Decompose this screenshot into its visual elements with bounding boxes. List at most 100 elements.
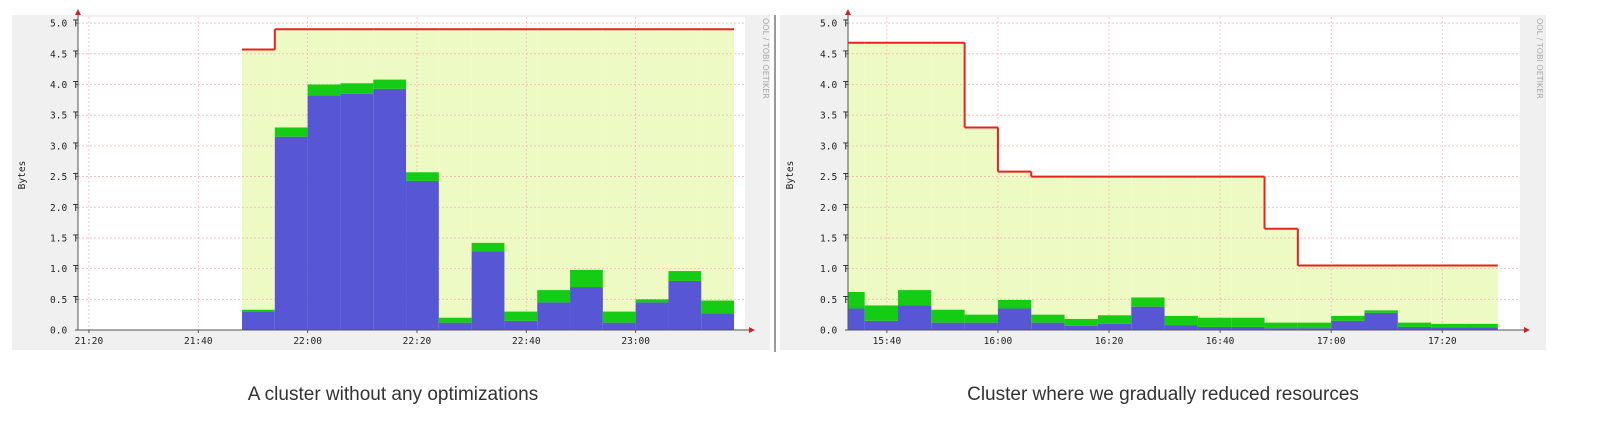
stacked-segment xyxy=(668,280,702,330)
caption: Cluster where we gradually reduced resou… xyxy=(967,384,1359,405)
y-tick-label: 5.0 T xyxy=(820,19,849,30)
x-tick-label: 22:40 xyxy=(512,336,541,347)
stacked-segment xyxy=(570,269,603,288)
y-tick-label: 2.0 T xyxy=(50,203,79,214)
stacked-segment xyxy=(864,305,898,321)
stacked-segment xyxy=(1264,322,1298,329)
x-tick-label: 16:40 xyxy=(1206,336,1235,347)
stacked-segment xyxy=(1064,325,1098,330)
capacity-area xyxy=(635,29,669,331)
axis-arrow xyxy=(75,9,81,15)
stacked-segment xyxy=(537,302,571,330)
y-tick-label: 3.0 T xyxy=(50,141,79,152)
stacked-segment xyxy=(1364,310,1398,313)
capacity-area xyxy=(1064,176,1098,330)
stacked-segment xyxy=(1231,326,1265,330)
capacity-area xyxy=(701,29,735,331)
y-tick-label: 5.0 T xyxy=(50,19,79,30)
stacked-segment xyxy=(1364,312,1398,330)
stacked-segment xyxy=(964,314,998,323)
stacked-segment xyxy=(1464,323,1498,328)
stacked-segment xyxy=(1464,327,1498,330)
stacked-segment xyxy=(504,311,538,321)
y-tick-label: 0.0 xyxy=(50,326,67,337)
capacity-area xyxy=(964,127,998,331)
axis-arrow xyxy=(1524,327,1530,333)
stacked-segment xyxy=(997,308,1032,330)
stacked-segment xyxy=(1297,322,1332,329)
y-tick-label: 4.5 T xyxy=(820,49,849,60)
stacked-segment xyxy=(438,317,472,323)
stacked-segment xyxy=(1331,315,1365,321)
stacked-segment xyxy=(537,290,571,303)
stacked-segment xyxy=(1131,306,1165,330)
y-tick-label: 0.0 xyxy=(820,326,837,337)
stacked-segment xyxy=(931,322,965,330)
axis-arrow xyxy=(845,9,851,15)
stacked-segment xyxy=(1131,297,1165,307)
watermark: OOL / TOBI OETIKER xyxy=(1535,18,1544,99)
stacked-segment xyxy=(997,299,1032,309)
capacity-area xyxy=(438,29,472,331)
y-tick-label: 2.5 T xyxy=(50,172,79,183)
stacked-segment xyxy=(307,95,341,331)
x-tick-label: 17:20 xyxy=(1428,336,1457,347)
stacked-segment xyxy=(340,83,374,94)
y-tick-label: 3.5 T xyxy=(820,111,849,122)
capacity-area xyxy=(1431,265,1465,330)
x-tick-label: 22:20 xyxy=(403,336,432,347)
stacked-segment xyxy=(1397,326,1432,330)
watermark: OOL / TOBI OETIKER xyxy=(761,18,770,99)
y-axis-label: Bytes xyxy=(17,161,28,190)
capacity-area xyxy=(848,42,865,331)
stacked-segment xyxy=(1331,320,1365,330)
capacity-area xyxy=(602,29,636,331)
stacked-segment xyxy=(701,300,735,314)
stacked-segment xyxy=(1397,322,1432,327)
capacity-area xyxy=(1464,265,1498,330)
stacked-segment xyxy=(1031,314,1065,323)
stacked-segment xyxy=(964,322,998,330)
y-tick-label: 4.5 T xyxy=(50,49,79,60)
stacked-segment xyxy=(438,322,472,330)
capacity-area xyxy=(1031,176,1065,330)
stacked-segment xyxy=(1197,317,1232,327)
stacked-segment xyxy=(471,242,505,252)
y-tick-label: 0.5 T xyxy=(50,295,79,306)
stacked-segment xyxy=(1231,317,1265,327)
caption: A cluster without any optimizations xyxy=(248,384,538,405)
stacked-segment xyxy=(1431,323,1465,328)
stacked-segment xyxy=(1097,323,1132,330)
capacity-area xyxy=(1231,176,1265,330)
capacity-area xyxy=(864,42,898,331)
y-tick-label: 3.0 T xyxy=(820,141,849,152)
capacity-area xyxy=(1397,265,1432,330)
stacked-segment xyxy=(1264,328,1298,330)
y-tick-label: 2.0 T xyxy=(820,203,849,214)
stacked-segment xyxy=(635,299,669,303)
y-tick-label: 3.5 T xyxy=(50,111,79,122)
stacked-segment xyxy=(635,302,669,330)
stacked-segment xyxy=(1297,328,1332,330)
stacked-segment xyxy=(848,291,865,309)
y-tick-label: 1.5 T xyxy=(50,233,79,244)
x-tick-label: 21:20 xyxy=(75,336,104,347)
y-tick-label: 2.5 T xyxy=(820,172,849,183)
y-tick-label: 4.0 T xyxy=(50,80,79,91)
y-tick-label: 0.5 T xyxy=(820,295,849,306)
stacked-segment xyxy=(931,309,965,323)
stacked-segment xyxy=(848,308,865,330)
capacity-area xyxy=(897,42,932,331)
stacked-segment xyxy=(1097,315,1132,324)
y-tick-label: 1.0 T xyxy=(50,264,79,275)
stacked-segment xyxy=(668,271,702,281)
capacity-area xyxy=(1197,176,1232,330)
stacked-segment xyxy=(1164,315,1198,326)
stacked-segment xyxy=(1431,327,1465,330)
capacity-area xyxy=(1097,176,1132,330)
capacity-area xyxy=(931,42,965,331)
stacked-segment xyxy=(242,311,275,330)
stacked-segment xyxy=(570,287,603,330)
